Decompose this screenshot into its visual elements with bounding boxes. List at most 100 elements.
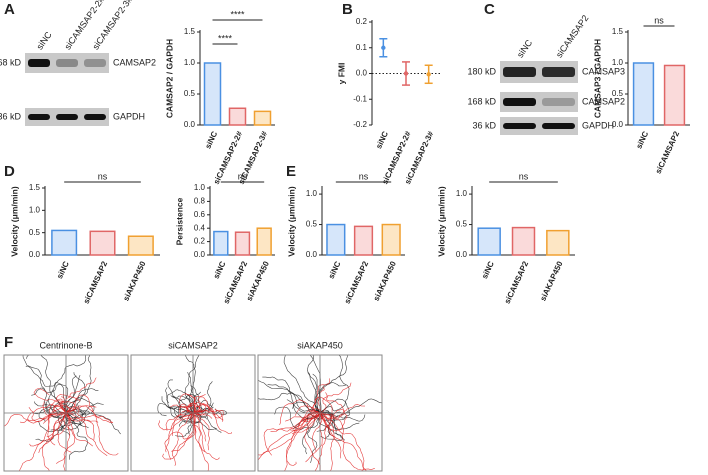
blot-band	[503, 123, 536, 129]
trajectory	[318, 413, 345, 441]
y-tick-label: 0.5	[612, 89, 624, 98]
bar	[256, 227, 272, 256]
trajectory	[285, 412, 321, 422]
bar	[203, 62, 222, 126]
trajectory-title: siAKAP450	[297, 340, 343, 350]
bar	[546, 229, 570, 256]
blot-size: 168 kD	[0, 57, 21, 67]
trajectory	[187, 402, 196, 414]
panel-label: B	[342, 1, 353, 18]
lane-label: siNC	[34, 29, 54, 51]
x-tick-label: siNC	[374, 130, 390, 151]
x-tick-label: siNC	[480, 260, 496, 281]
trajectory	[306, 355, 321, 414]
trajectory	[192, 403, 232, 434]
trajectory	[263, 412, 321, 456]
trajectory	[65, 388, 99, 414]
trajectories	[4, 355, 121, 471]
trajectory	[267, 384, 321, 414]
x-tick-label: siNC	[55, 260, 71, 281]
bar	[381, 223, 401, 256]
x-tick-label: siCAMSAP2	[343, 259, 371, 305]
trajectory	[33, 388, 67, 414]
trajectory	[50, 412, 67, 431]
blot-size: 180 kD	[467, 66, 496, 76]
blot-strip	[500, 61, 578, 83]
y-tick-label: 0.2	[194, 237, 206, 246]
y-tick-label: 0.0	[29, 250, 41, 259]
blot-strip	[500, 92, 578, 112]
significance-label: ns	[519, 171, 529, 181]
trajectory	[164, 412, 195, 460]
x-tick-label: siAKAP450	[245, 259, 271, 302]
y-axis-label: Velocity (μm/min)	[436, 186, 446, 257]
trajectory	[192, 400, 213, 414]
y-tick-label: 1.0	[456, 189, 468, 198]
x-tick-label: siNC	[212, 260, 228, 281]
y-axis-label: Velocity (μm/min)	[286, 186, 296, 257]
trajectory	[319, 412, 335, 471]
x-tick-label: siCAMSAP2	[82, 259, 110, 305]
y-tick-label: -0.1	[353, 94, 367, 103]
trajectory	[53, 405, 95, 440]
lane-label: siNC	[515, 37, 535, 59]
panel-label: E	[286, 163, 296, 180]
trajectory	[31, 383, 69, 414]
y-tick-label: 0.8	[194, 197, 206, 206]
trajectory-frame	[257, 354, 383, 472]
point	[426, 72, 431, 77]
blot-protein: GAPDH	[582, 120, 614, 130]
y-tick-label: 0.5	[306, 220, 318, 229]
bar	[253, 110, 272, 126]
trajectory	[26, 355, 67, 414]
bar	[511, 226, 536, 256]
panel-label: D	[4, 163, 15, 180]
trajectory	[25, 365, 67, 418]
y-tick-label: 0.0	[612, 120, 624, 129]
trajectory	[65, 398, 95, 416]
y-tick-label: 0.4	[194, 223, 206, 232]
blot-size: 36 kD	[472, 120, 496, 130]
bar	[213, 230, 229, 256]
trajectory	[65, 412, 114, 423]
y-tick-label: 0.0	[306, 250, 318, 259]
x-tick-label: siCAMSAP2	[654, 129, 682, 175]
trajectory	[304, 412, 321, 470]
trajectory	[65, 405, 97, 414]
blot-band	[503, 98, 536, 106]
bar	[89, 230, 116, 256]
trajectory	[274, 406, 321, 430]
trajectory	[63, 412, 93, 447]
trajectory	[170, 402, 200, 414]
blot-band	[542, 123, 575, 129]
trajectory	[319, 392, 345, 418]
trajectory	[172, 409, 194, 436]
bar	[234, 231, 251, 256]
y-tick-label: 0.0	[194, 250, 206, 259]
y-tick-label: 1.5	[29, 183, 41, 192]
trajectory	[185, 355, 196, 414]
bar	[477, 227, 501, 256]
blot-protein: CAMSAP2	[582, 96, 625, 106]
y-tick-label: 0.0	[456, 250, 468, 259]
x-tick-label: siNC	[634, 130, 650, 151]
trajectory	[65, 412, 99, 423]
bar	[632, 62, 655, 126]
trajectory	[38, 402, 69, 422]
trajectory	[35, 412, 69, 442]
trajectory-frame	[130, 354, 256, 472]
trajectories	[258, 355, 382, 471]
trajectory	[319, 409, 348, 431]
lane-label: siCAMSAP2	[554, 13, 591, 59]
trajectory	[311, 397, 333, 432]
blot-size: 168 kD	[467, 96, 496, 106]
significance-label: ns	[654, 15, 664, 25]
trajectory	[185, 393, 196, 414]
trajectory	[165, 387, 194, 418]
significance-label: ns	[238, 171, 248, 181]
trajectory	[180, 404, 203, 416]
trajectory	[63, 412, 76, 471]
trajectory-title: siCAMSAP2	[168, 340, 218, 350]
trajectory	[313, 378, 331, 414]
